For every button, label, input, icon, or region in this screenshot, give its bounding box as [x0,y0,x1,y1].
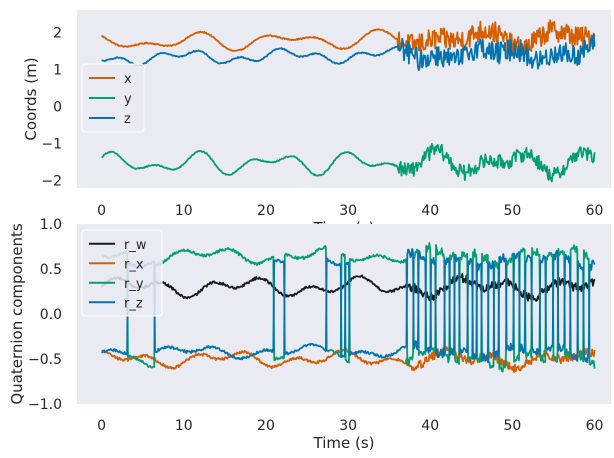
legend-label-x: x [124,72,132,87]
series-line-r_z [101,248,596,364]
quaternion-x-tick-label: 40 [421,418,439,434]
coords-x-tick-label: 20 [257,203,275,219]
quaternion-legend-frame [81,229,163,317]
quaternion-y-tick-label: −0.5 [28,352,62,368]
quaternion-series-group [100,242,596,373]
coords-y-tick-label: 2 [53,25,62,41]
series-line-z [101,33,596,71]
coords-legend: xyz [81,63,145,133]
coords-y-tick-label: 1 [53,62,62,78]
coords-x-tick-label: 40 [421,203,439,219]
coords-y-tick-label: 0 [53,99,62,115]
coords-y-axis-label: Coords (m) [22,57,40,140]
legend-label-r_w: r_w [124,238,147,253]
legend-label-r_z: r_z [124,296,143,311]
quaternion-y-tick-label: −1.0 [28,397,62,413]
coords-x-tick-label: 0 [97,203,106,219]
legend-label-z: z [124,112,131,127]
coords-plot-background [77,10,611,188]
coords-x-tick-label: 60 [586,203,604,219]
coords-x-tick-label: 30 [339,203,357,219]
legend-label-y: y [124,92,132,107]
series-line-r_y [101,242,596,373]
quaternion-y-axis-label: Quaternion components [8,223,26,405]
coords-y-tick-label: −1 [41,137,62,153]
quaternion-legend: r_w r_x r_y r_z [81,229,163,317]
coords-x-tick-label: 10 [175,203,193,219]
quaternion-y-tick-label: 0.5 [40,262,62,278]
series-line-r_w [100,273,596,302]
quaternion-x-axis-label: Time (s) [313,434,375,452]
coords-series-group [100,19,596,183]
quaternion-x-tick-label: 20 [257,418,275,434]
legend-label-r_y: r_y [124,277,144,292]
quaternion-x-tick-label: 0 [97,418,106,434]
quaternion-x-tick-label: 30 [339,418,357,434]
quaternion-x-tick-label: 60 [586,418,604,434]
coords-y-tick-label: −2 [41,174,62,190]
quaternion-x-tick-label: 50 [504,418,522,434]
coords-x-tick-label: 50 [504,203,522,219]
legend-label-r_x: r_x [124,257,144,272]
series-line-y [101,142,596,183]
quaternion-y-tick-label: 1.0 [40,217,62,233]
quaternion-x-tick-label: 10 [175,418,193,434]
quaternion-y-tick-label: 0.0 [40,307,62,323]
quaternion-plot: 0 10 20 30 40 50 60 −1.0 −0.5 0.0 0.5 1.0 Time (s)… [8,217,611,452]
